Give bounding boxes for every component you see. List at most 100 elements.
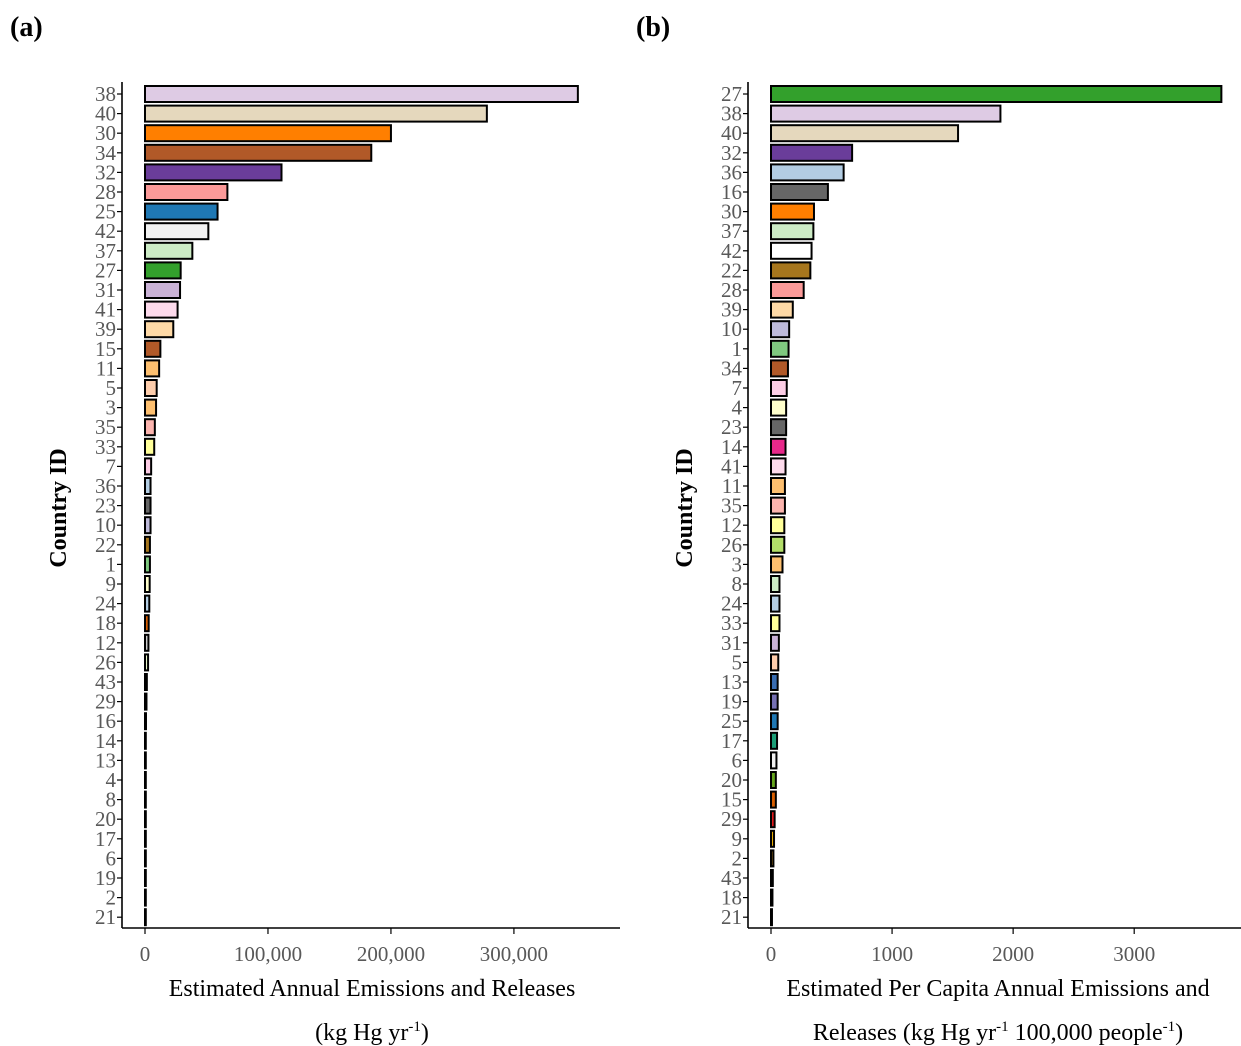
y-tick-label: 16	[95, 709, 116, 733]
y-tick-label: 28	[721, 278, 742, 302]
bar-country-32	[144, 163, 283, 182]
x-axis-title-line: Estimated Per Capita Annual Emissions an…	[786, 976, 1209, 1002]
bar-country-20	[770, 771, 777, 789]
bar-country-30	[770, 202, 815, 221]
y-tick-label: 24	[721, 592, 743, 616]
bar-country-15	[144, 339, 162, 358]
y-tick-label: 12	[95, 631, 116, 655]
y-tick-label: 1	[106, 552, 117, 576]
y-tick-label: 3	[106, 396, 117, 420]
y-tick-label: 42	[721, 239, 742, 263]
y-tick-label: 26	[95, 650, 116, 674]
y-tick-label: 27	[95, 258, 116, 282]
y-tick-label: 37	[721, 219, 742, 243]
x-axis-title-line: Releases (kg Hg yr-1 100,000 people-1)	[813, 1019, 1183, 1046]
y-tick-label: 4	[732, 396, 743, 420]
x-tick-label: 2000	[992, 942, 1034, 966]
y-tick-label: 31	[721, 631, 742, 655]
bar-country-9	[144, 575, 151, 593]
y-tick-label: 7	[106, 454, 117, 478]
x-tick-label: 100,000	[234, 942, 302, 966]
y-tick-label: 9	[106, 572, 117, 596]
bar-country-28	[770, 281, 805, 299]
bar-country-14	[770, 437, 787, 456]
y-tick-label: 13	[721, 670, 742, 694]
y-tick-label: 39	[95, 317, 116, 341]
bar-country-17	[770, 731, 779, 750]
bar-country-40	[770, 124, 960, 143]
bar-country-25	[770, 712, 779, 731]
panel-b: (b)2738403236163037422228391013474231441…	[636, 12, 1241, 1046]
bar-country-36	[770, 163, 845, 182]
bar-country-42	[770, 241, 813, 260]
y-tick-label: 25	[95, 200, 116, 224]
y-tick-label: 1	[732, 337, 743, 361]
x-tick-label: 3000	[1113, 942, 1155, 966]
bar-country-34	[770, 359, 789, 378]
bar-country-24	[144, 594, 151, 613]
bar-country-30	[144, 124, 392, 143]
bar-country-1	[144, 555, 151, 574]
y-tick-label: 16	[721, 180, 742, 204]
y-tick-label: 36	[721, 160, 742, 184]
y-tick-label: 5	[106, 376, 117, 400]
bar-country-6	[770, 751, 778, 770]
y-tick-label: 19	[721, 690, 742, 714]
x-tick-label: 300,000	[480, 942, 548, 966]
y-tick-label: 10	[95, 513, 116, 537]
bar-country-16	[144, 712, 147, 731]
x-axis-title-text: )	[1175, 1020, 1183, 1046]
bar-country-35	[144, 418, 156, 437]
bar-country-11	[144, 359, 161, 378]
y-tick-label: 17	[721, 729, 742, 753]
bar-country-4	[770, 398, 788, 417]
x-axis-title-text: (kg Hg yr	[315, 1020, 408, 1046]
bar-country-26	[770, 535, 786, 554]
y-tick-label: 14	[721, 435, 743, 459]
y-tick-label: 21	[721, 905, 742, 929]
bar-country-6	[144, 849, 147, 868]
y-tick-label: 23	[95, 494, 116, 518]
bar-country-24	[770, 594, 781, 613]
bar-country-31	[144, 281, 182, 299]
bar-country-34	[144, 143, 373, 162]
y-tick-label: 40	[95, 102, 116, 126]
y-tick-label: 10	[721, 317, 742, 341]
superscript: -1	[996, 1019, 1009, 1035]
bar-country-37	[770, 222, 815, 241]
y-tick-label: 19	[95, 866, 116, 890]
bar-country-23	[144, 496, 152, 515]
superscript: -1	[408, 1019, 421, 1035]
x-axis-title-line: Estimated Annual Emissions and Releases	[169, 976, 576, 1002]
bar-country-21	[770, 908, 773, 927]
y-tick-label: 43	[95, 670, 116, 694]
y-tick-label: 9	[732, 827, 743, 851]
y-tick-label: 43	[721, 866, 742, 890]
y-tick-label: 32	[721, 141, 742, 165]
bar-country-14	[144, 731, 147, 750]
bar-country-17	[144, 829, 147, 848]
bar-country-12	[144, 633, 150, 652]
bar-country-22	[770, 261, 812, 280]
y-tick-label: 29	[95, 690, 116, 714]
bar-country-35	[770, 496, 786, 515]
bar-country-38	[144, 85, 579, 103]
y-tick-label: 37	[95, 239, 116, 263]
y-tick-label: 36	[95, 474, 116, 498]
bar-country-40	[144, 104, 488, 123]
y-tick-label: 21	[95, 905, 116, 929]
y-tick-label: 15	[95, 337, 116, 361]
x-axis-title-text: Estimated Per Capita Annual Emissions an…	[786, 976, 1209, 1002]
panel-a: (a)3840303432282542372731413915115335337…	[10, 12, 620, 1046]
bar-country-16	[770, 183, 829, 201]
bar-country-39	[770, 300, 794, 319]
bar-country-21	[144, 908, 147, 927]
bar-country-2	[144, 888, 147, 907]
panel-label: (a)	[10, 12, 43, 43]
bar-country-41	[770, 457, 787, 476]
y-tick-label: 14	[95, 729, 117, 753]
y-tick-label: 32	[95, 160, 116, 184]
bar-country-9	[770, 829, 776, 848]
bar-country-33	[770, 614, 781, 633]
bar-country-43	[770, 869, 774, 887]
